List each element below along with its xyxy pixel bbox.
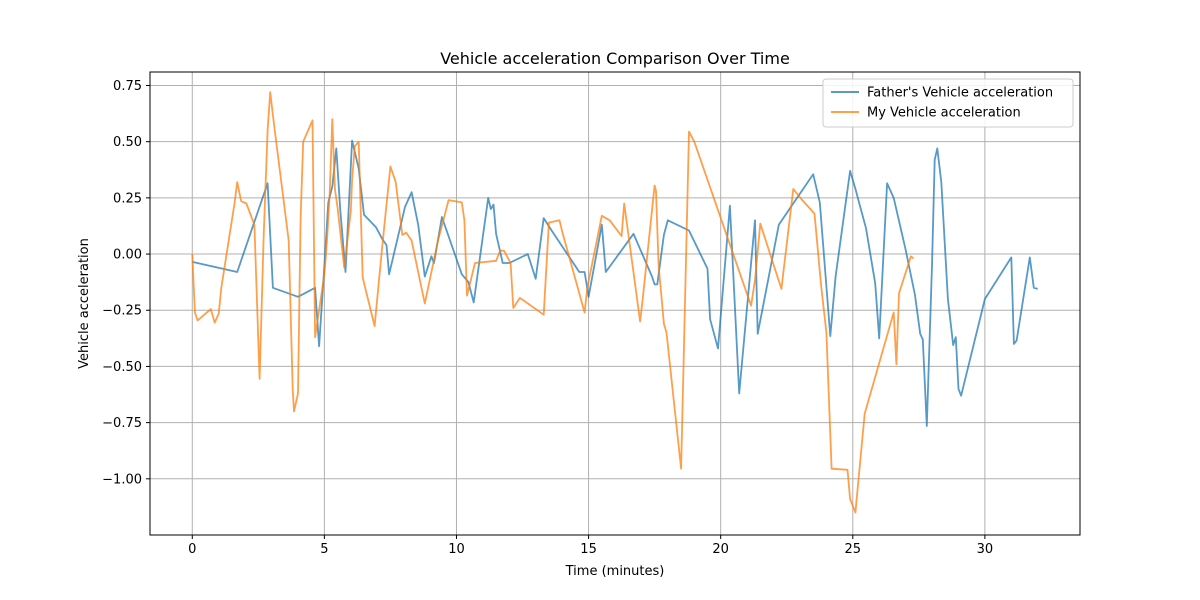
legend: Father's Vehicle acceleration My Vehicle …: [822, 78, 1074, 128]
y-tick-label: 0.50: [113, 135, 142, 150]
axis-ticks: 0 5 10 15 20 25 30 −1.00 −0.75 −0.50 −0.25 0.00 0.25…: [102, 79, 993, 557]
y-axis-label: Vehicle acceleration: [77, 238, 92, 369]
legend-box: [822, 78, 1074, 128]
grid-lines: [150, 72, 1080, 535]
x-axis-label: Time (minutes): [565, 564, 665, 579]
y-tick-label: 0.25: [113, 191, 142, 206]
x-tick-label: 5: [320, 542, 328, 557]
series-lines: [191, 91, 1038, 514]
y-tick-label: −0.75: [102, 416, 142, 431]
x-tick-label: 25: [845, 542, 862, 557]
legend-label: My Vehicle acceleration: [867, 106, 1021, 121]
chart-title: Vehicle acceleration Comparison Over Tim…: [440, 49, 790, 68]
y-tick-label: 0.75: [113, 79, 142, 94]
y-tick-label: 0.00: [113, 248, 142, 263]
y-tick-label: −0.50: [102, 360, 142, 375]
plot-frame: [149, 71, 1081, 536]
series-line-father: [192, 139, 1038, 427]
x-tick-label: 10: [448, 542, 465, 557]
legend-label: Father's Vehicle acceleration: [867, 86, 1053, 101]
series-line-mine: [191, 91, 915, 514]
x-tick-label: 15: [580, 542, 597, 557]
x-tick-label: 20: [712, 542, 729, 557]
x-tick-label: 30: [977, 542, 994, 557]
x-tick-label: 0: [188, 542, 196, 557]
y-tick-label: −1.00: [102, 472, 142, 487]
y-tick-label: −0.25: [102, 304, 142, 319]
